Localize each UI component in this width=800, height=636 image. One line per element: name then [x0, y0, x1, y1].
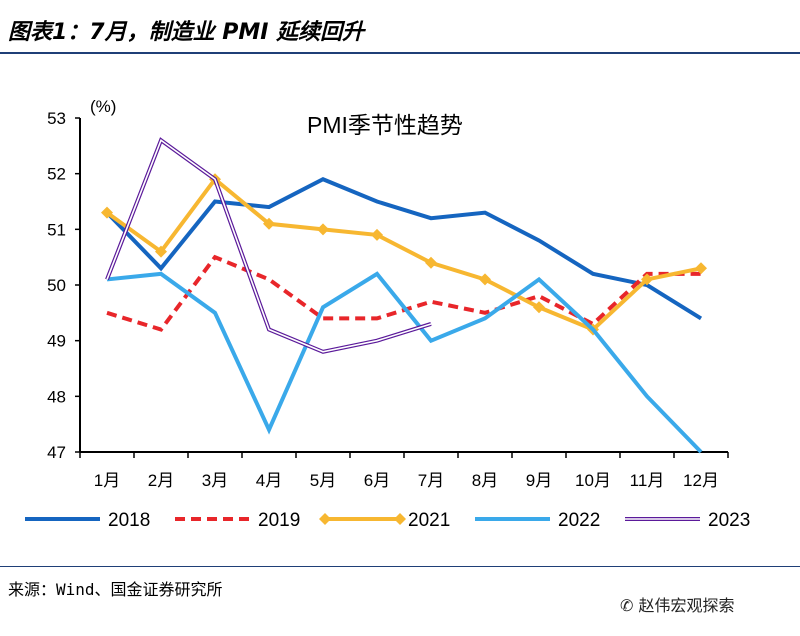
- footer-rule: [0, 566, 800, 567]
- y-tick-label: 48: [47, 387, 66, 406]
- series-2022-line: [106, 271, 703, 454]
- legend-label: 2021: [408, 510, 450, 531]
- wechat-icon: ✆: [620, 596, 639, 615]
- legend-label: 2018: [108, 510, 150, 531]
- data-point: [155, 245, 167, 258]
- x-tick-label: 8月: [472, 471, 498, 490]
- legend-label: 2019: [258, 510, 300, 531]
- data-point: [101, 206, 113, 219]
- x-tick-label: 10月: [575, 471, 611, 490]
- x-tick-label: 3月: [202, 471, 228, 490]
- data-point: [263, 217, 275, 230]
- x-tick-label: 5月: [310, 471, 336, 490]
- data-point: [641, 273, 653, 286]
- y-tick-label: 50: [47, 276, 66, 295]
- x-tick-label: 2月: [148, 471, 174, 490]
- x-tick-label: 7月: [418, 471, 444, 490]
- data-point: [425, 256, 437, 269]
- series-2019-line: [106, 254, 701, 332]
- title-rule: [0, 52, 800, 54]
- y-tick-label: 52: [47, 165, 66, 184]
- figure-title: 图表1：7月，制造业 PMI 延续回升: [8, 20, 365, 45]
- data-point: [317, 223, 329, 236]
- y-tick-label: 49: [47, 332, 66, 351]
- x-tick-label: 1月: [94, 471, 120, 490]
- y-tick-label: 53: [47, 109, 66, 128]
- data-point: [479, 273, 491, 286]
- data-point: [394, 513, 406, 525]
- source-note: 来源：Wind、国金证券研究所: [8, 580, 223, 599]
- x-tick-label: 4月: [256, 471, 282, 490]
- series-2021-line: [105, 176, 702, 332]
- y-tick-label: 51: [47, 220, 66, 239]
- legend-label: 2023: [708, 510, 750, 531]
- data-point: [695, 262, 707, 275]
- x-tick-label: 11月: [630, 471, 665, 490]
- data-point: [533, 301, 545, 314]
- y-unit-label: (%): [90, 97, 116, 116]
- watermark: ✆ 赵伟宏观探索: [620, 592, 735, 616]
- watermark-text: 赵伟宏观探索: [638, 596, 735, 615]
- x-tick-label: 6月: [364, 471, 390, 490]
- x-tick-label: 9月: [526, 471, 552, 490]
- series-2018-line: [105, 177, 703, 321]
- line-chart: (%) PMI季节性趋势 47 48 49 50 51 52 53 1月 2月 3月 4月 5月 6月 7…: [25, 97, 750, 531]
- y-tick-label: 47: [47, 443, 66, 462]
- chart-title: PMI季节性趋势: [307, 112, 463, 138]
- legend-label: 2022: [558, 510, 600, 531]
- data-point: [319, 513, 331, 525]
- x-tick-label: 12月: [683, 471, 719, 490]
- data-point: [371, 228, 383, 241]
- series-2023-line-inner: [106, 139, 432, 353]
